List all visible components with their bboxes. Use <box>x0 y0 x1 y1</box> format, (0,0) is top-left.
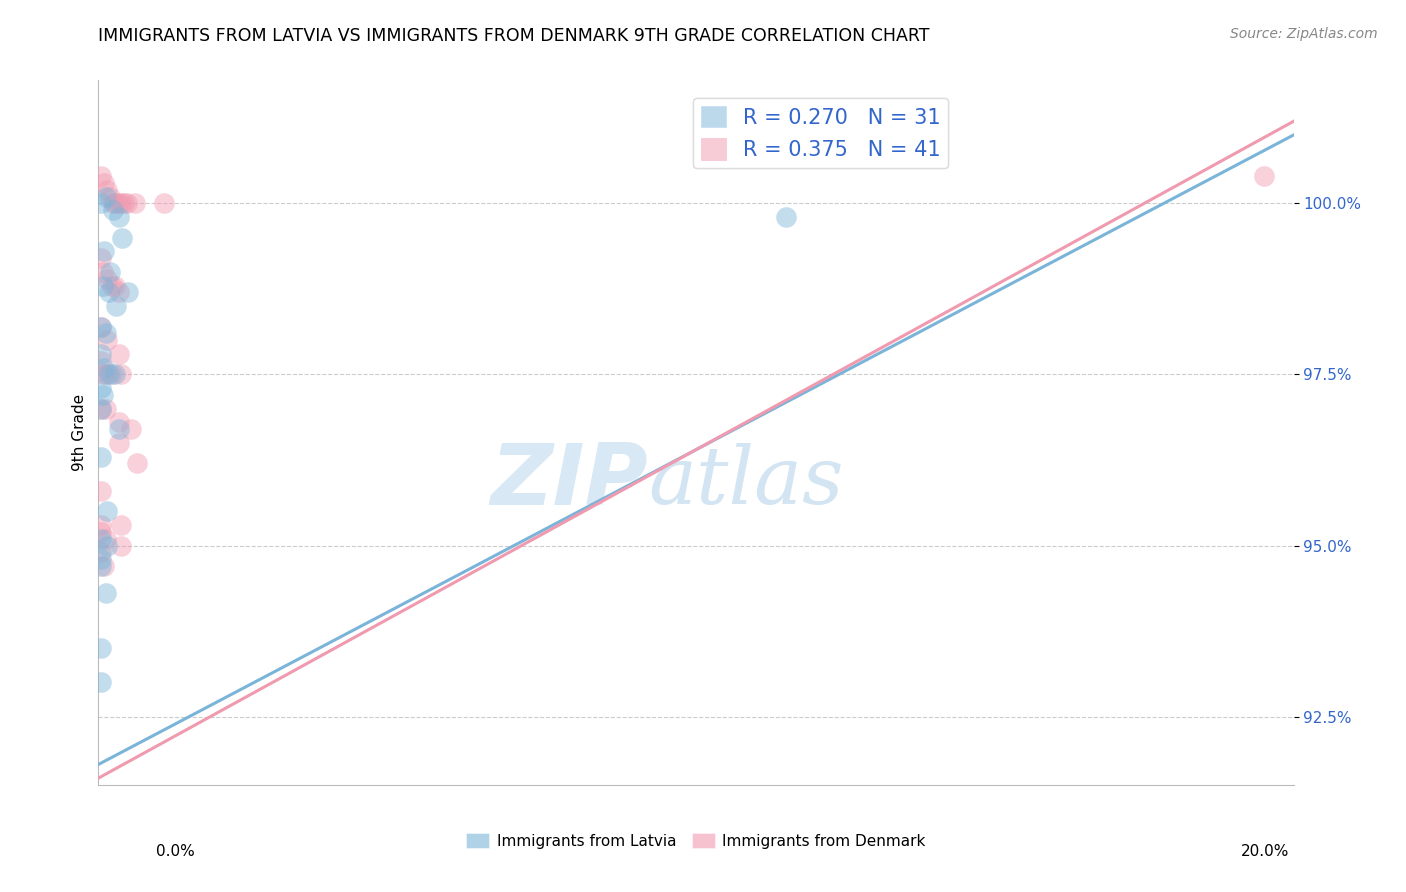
Point <box>103 196 125 211</box>
Point <box>117 285 139 300</box>
Point <box>90 347 112 361</box>
Point <box>103 203 125 218</box>
Point <box>127 457 149 471</box>
Point <box>90 169 112 183</box>
Point <box>94 189 117 203</box>
Point <box>94 368 117 382</box>
Point <box>96 183 118 197</box>
Point <box>94 586 117 600</box>
Point <box>108 347 131 361</box>
Point <box>110 539 132 553</box>
Point <box>94 326 117 341</box>
Point <box>105 299 128 313</box>
Point <box>90 675 112 690</box>
Point <box>90 319 112 334</box>
Point <box>90 518 112 533</box>
Point <box>96 333 118 347</box>
Point <box>90 545 112 559</box>
Point <box>90 532 112 546</box>
Point <box>90 251 112 265</box>
Point <box>108 415 131 429</box>
Point <box>112 196 135 211</box>
Point <box>90 552 112 566</box>
Point <box>104 196 127 211</box>
Point <box>98 368 121 382</box>
Point <box>93 360 115 375</box>
Point <box>98 189 122 203</box>
Point <box>90 641 112 656</box>
Point <box>111 230 134 244</box>
Point <box>98 265 122 279</box>
Point <box>90 401 112 416</box>
Point <box>90 353 112 368</box>
Point <box>91 265 114 279</box>
Point <box>94 401 117 416</box>
Point <box>100 368 122 382</box>
Point <box>115 196 138 211</box>
Point <box>108 436 131 450</box>
Point <box>90 401 112 416</box>
Point <box>107 196 129 211</box>
Point <box>91 388 114 402</box>
Point <box>100 278 122 293</box>
Point <box>90 524 112 539</box>
Point <box>96 504 118 518</box>
Point <box>90 196 112 211</box>
Text: 20.0%: 20.0% <box>1241 845 1289 859</box>
Point <box>108 422 131 436</box>
Point <box>91 278 114 293</box>
Point <box>93 176 115 190</box>
Point <box>110 518 132 533</box>
Point <box>96 539 118 553</box>
Point <box>775 210 797 224</box>
Point <box>108 210 131 224</box>
Text: atlas: atlas <box>648 443 844 521</box>
Point <box>120 422 142 436</box>
Point <box>1253 169 1275 183</box>
Point <box>110 196 132 211</box>
Text: ZIP: ZIP <box>491 441 648 524</box>
Point <box>94 532 117 546</box>
Point <box>91 368 114 382</box>
Point <box>90 483 112 498</box>
Point <box>93 244 115 259</box>
Point <box>96 271 118 285</box>
Legend: R = 0.270   N = 31, R = 0.375   N = 41: R = 0.270 N = 31, R = 0.375 N = 41 <box>693 98 949 169</box>
Point <box>104 278 127 293</box>
Point <box>124 196 146 211</box>
Point <box>90 381 112 395</box>
Point <box>93 559 115 574</box>
Text: IMMIGRANTS FROM LATVIA VS IMMIGRANTS FROM DENMARK 9TH GRADE CORRELATION CHART: IMMIGRANTS FROM LATVIA VS IMMIGRANTS FRO… <box>98 27 929 45</box>
Point <box>110 368 132 382</box>
Point <box>98 285 121 300</box>
Point <box>153 196 176 211</box>
Point <box>90 319 112 334</box>
Y-axis label: 9th Grade: 9th Grade <box>72 394 87 471</box>
Point <box>104 368 127 382</box>
Point <box>90 450 112 464</box>
Point <box>90 559 112 574</box>
Text: 0.0%: 0.0% <box>156 845 195 859</box>
Point <box>108 285 131 300</box>
Text: Source: ZipAtlas.com: Source: ZipAtlas.com <box>1230 27 1378 41</box>
